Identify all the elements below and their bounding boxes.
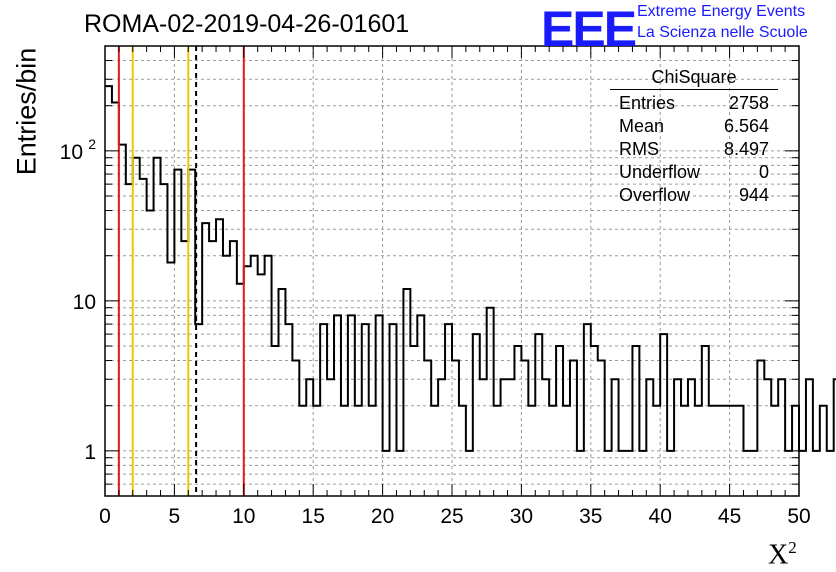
eee-logo: EEE (541, 1, 637, 57)
x-tick-label: 25 (440, 505, 463, 528)
plot-title: ROMA-02-2019-04-26-01601 (84, 10, 410, 38)
x-tick-label: 45 (718, 505, 741, 528)
x-tick-label: 20 (371, 505, 394, 528)
x-tick-label: 30 (510, 505, 533, 528)
stats-row: Underflow 0 (610, 161, 778, 184)
stats-row: Entries 2758 (610, 92, 778, 115)
grid-lines (105, 46, 799, 496)
stats-title: ChiSquare (610, 67, 778, 90)
y-tick-label: 10 (60, 141, 83, 164)
x-axis-label: X2 (768, 538, 797, 571)
stats-row: RMS 8.497 (610, 138, 778, 161)
x-tick-label: 15 (302, 505, 325, 528)
stats-label: Entries (619, 93, 676, 113)
axes-frame: 0 5 10 15 20 25 30 35 40 45 50 1 10 10 2 (60, 45, 811, 528)
y-tick-label: 10 (73, 291, 96, 314)
stats-label: Overflow (619, 185, 691, 205)
stats-value: 2758 (728, 93, 769, 113)
histogram-outline (105, 85, 836, 452)
stats-value: 8.497 (723, 139, 769, 159)
stats-row: Mean 6.564 (610, 115, 778, 138)
x-axis-label-base: X (768, 539, 789, 571)
stats-label: Underflow (619, 162, 701, 182)
x-tick-label: 50 (787, 505, 810, 528)
y-tick-exponent: 2 (88, 136, 96, 152)
x-axis-label-superscript: 2 (788, 538, 797, 557)
stats-value: 6.564 (723, 116, 769, 136)
x-tick-label: 40 (649, 505, 672, 528)
x-tick-label: 10 (232, 505, 255, 528)
stats-label: Mean (619, 116, 665, 136)
y-tick-label: 1 (84, 441, 96, 464)
histogram-series (105, 85, 836, 452)
stats-label: RMS (619, 139, 659, 159)
stats-value: 944 (738, 185, 769, 205)
y-axis-label: Entries/bin (11, 47, 42, 176)
logo-line-2: La Scienza nelle Scuole (637, 24, 808, 41)
logo-line-1: Extreme Energy Events (637, 3, 806, 20)
marker-lines (117, 46, 245, 496)
stats-box: ChiSquare Entries 2758 Mean 6.564 RMS 8.497… (610, 67, 778, 207)
x-tick-label: 35 (579, 505, 602, 528)
x-tick-label: 0 (99, 505, 111, 528)
x-tick-label: 5 (169, 505, 181, 528)
stats-row: Overflow 944 (610, 184, 778, 207)
stats-value: 0 (758, 162, 769, 182)
